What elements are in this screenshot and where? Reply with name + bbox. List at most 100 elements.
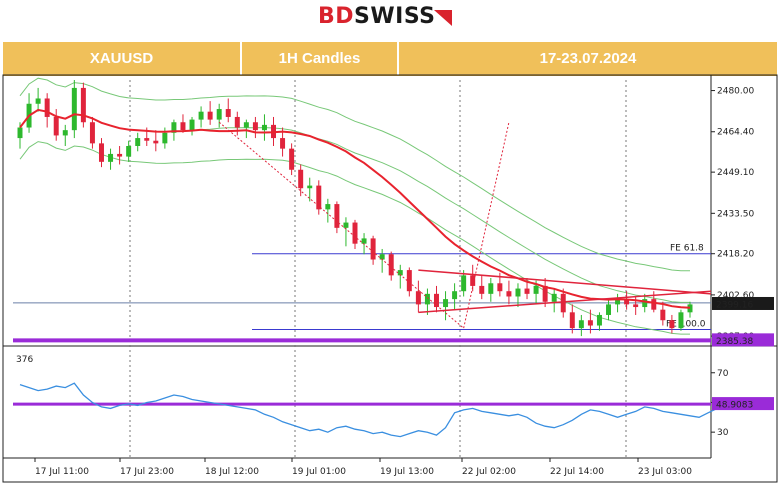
candle-body bbox=[397, 270, 403, 276]
candle bbox=[89, 116, 95, 149]
triangle-lower-line bbox=[418, 290, 712, 314]
candle-body bbox=[53, 116, 59, 136]
candle-body bbox=[678, 312, 684, 329]
candle bbox=[397, 264, 403, 289]
candle-body bbox=[80, 87, 86, 123]
candle bbox=[606, 299, 612, 321]
candle bbox=[307, 177, 313, 202]
candle-body bbox=[578, 320, 584, 329]
time-axis: 17 Jul 11:00 17 Jul 23:00 18 Jul 12:00 19 J… bbox=[34, 458, 692, 477]
candle bbox=[515, 283, 521, 308]
candle bbox=[289, 143, 295, 176]
candle bbox=[542, 278, 548, 308]
candle-body bbox=[162, 132, 168, 144]
candle-body bbox=[126, 146, 132, 157]
candle-body bbox=[325, 204, 331, 210]
candle-body bbox=[343, 222, 349, 228]
candle-body bbox=[44, 98, 50, 117]
time-tick-label: 17 Jul 11:00 bbox=[35, 467, 89, 477]
candle bbox=[569, 304, 575, 334]
candle-body bbox=[98, 143, 104, 162]
candle-body bbox=[479, 285, 485, 294]
candle-body bbox=[316, 185, 322, 210]
candle-body bbox=[651, 299, 657, 310]
candle-body bbox=[225, 109, 231, 117]
candle-body bbox=[551, 293, 557, 302]
candle bbox=[53, 109, 59, 141]
time-tick-label: 22 Jul 02:00 bbox=[462, 467, 516, 477]
current-price-tag bbox=[712, 296, 774, 310]
candle-body bbox=[424, 293, 430, 305]
rsi-value-tag bbox=[712, 397, 774, 411]
candle-body bbox=[687, 304, 693, 313]
header-divider bbox=[240, 42, 242, 75]
candle-body bbox=[71, 87, 77, 131]
candle bbox=[587, 309, 593, 334]
brand-wordmark: BDSWISS bbox=[318, 4, 436, 29]
candle bbox=[433, 285, 439, 313]
candle bbox=[452, 283, 458, 310]
candle-body bbox=[515, 288, 521, 297]
candle-body bbox=[642, 299, 648, 308]
candle bbox=[370, 235, 376, 265]
candle bbox=[98, 138, 104, 168]
date-range-label: 17-23.07.2024 bbox=[539, 50, 637, 67]
candle bbox=[479, 275, 485, 300]
candle-body bbox=[298, 169, 304, 189]
price-tick-label: 2480.00 bbox=[717, 87, 754, 97]
price-axis: 2480.00 2464.40 2449.10 2433.50 2418.20 2402.… bbox=[711, 87, 774, 347]
upper-band bbox=[19, 77, 690, 272]
time-tick-label: 19 Jul 01:00 bbox=[292, 467, 346, 477]
brand-arrow-icon bbox=[434, 10, 452, 26]
candle bbox=[62, 124, 68, 146]
candle-body bbox=[334, 204, 340, 228]
candle bbox=[135, 132, 141, 152]
candle bbox=[343, 217, 349, 247]
support-price-tag bbox=[712, 333, 774, 347]
rsi-panel: 37670503048.9083 bbox=[13, 355, 774, 438]
candle-body bbox=[569, 312, 575, 329]
candle bbox=[415, 280, 421, 313]
rsi-value-label: 48.9083 bbox=[716, 401, 753, 411]
brand-name-swiss: SWISS bbox=[354, 4, 436, 29]
candle bbox=[180, 114, 186, 133]
candle-body bbox=[624, 299, 630, 305]
rsi-line bbox=[19, 382, 727, 438]
candle bbox=[642, 293, 648, 313]
candle bbox=[560, 288, 566, 318]
candle bbox=[234, 111, 240, 136]
candle bbox=[126, 140, 132, 162]
candle-body bbox=[198, 111, 204, 120]
candle-body bbox=[108, 153, 114, 162]
candle-body bbox=[261, 124, 267, 131]
candle bbox=[334, 201, 340, 234]
price-levels: FE 61.8 FE 100.0 bbox=[13, 244, 711, 343]
time-tick-label: 18 Jul 12:00 bbox=[205, 467, 259, 477]
candle-body bbox=[497, 283, 503, 292]
candle bbox=[596, 312, 602, 331]
time-tick-label: 22 Jul 14:00 bbox=[550, 467, 604, 477]
candle-body bbox=[633, 304, 639, 308]
current-price-label: 2399.16 bbox=[716, 300, 753, 310]
candle bbox=[153, 130, 159, 152]
support-price-label: 2385.38 bbox=[716, 337, 753, 347]
rsi-tick-label: 30 bbox=[717, 428, 729, 438]
candle-body bbox=[452, 291, 458, 300]
candle bbox=[470, 264, 476, 292]
candle bbox=[660, 301, 666, 326]
candle bbox=[26, 93, 32, 133]
middle-band bbox=[19, 109, 690, 303]
candle-body bbox=[587, 320, 593, 326]
candle bbox=[261, 114, 267, 141]
bollinger-bands bbox=[19, 77, 690, 335]
candle-body bbox=[89, 122, 95, 144]
candle bbox=[44, 93, 50, 128]
brand-name-bd: BD bbox=[318, 4, 355, 29]
candle-body bbox=[35, 98, 41, 104]
price-tick-label: 2418.20 bbox=[717, 250, 754, 260]
candle-body bbox=[560, 293, 566, 313]
candle-body bbox=[207, 111, 213, 120]
time-tick-label: 23 Jul 03:00 bbox=[638, 467, 692, 477]
candle bbox=[298, 164, 304, 197]
projection-line bbox=[218, 121, 464, 329]
